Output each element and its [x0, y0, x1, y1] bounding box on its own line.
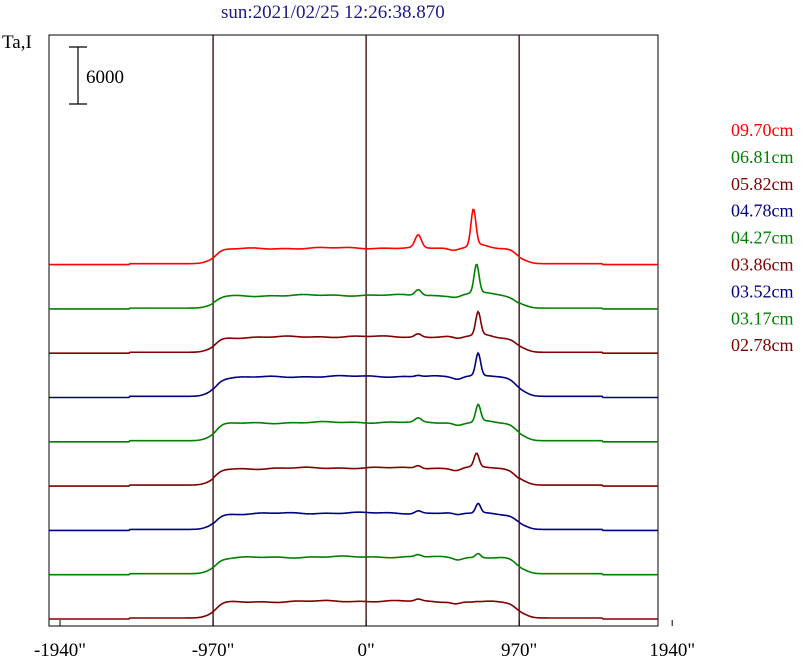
series-line-03.52cm: [49, 502, 658, 532]
limb-lines: [212, 35, 520, 626]
series-line-09.70cm: [49, 208, 658, 266]
scale-bar-label: 6000: [86, 67, 124, 88]
legend-item-03.86cm: 03.86cm: [731, 255, 794, 275]
legend-item-03.17cm: 03.17cm: [731, 308, 794, 328]
legend-item-04.27cm: 04.27cm: [731, 228, 794, 248]
series-line-06.81cm: [49, 263, 658, 310]
x-tick-label: 1940": [649, 640, 695, 661]
plot-frame: [48, 34, 659, 627]
legend: 09.70cm 06.81cm 05.82cm 04.78cm 04.27cm 03.86…: [731, 120, 794, 355]
series-line-05.82cm: [49, 310, 658, 354]
x-tick-label: -970": [192, 640, 235, 661]
legend-item-05.82cm: 05.82cm: [731, 174, 794, 194]
series-line-03.17cm: [49, 552, 658, 576]
x-tick-label: -1940": [34, 640, 86, 661]
chart-title: sun:2021/02/25 12:26:38.870: [221, 2, 445, 23]
series-line-02.78cm: [49, 598, 658, 620]
legend-item-02.78cm: 02.78cm: [731, 335, 794, 355]
legend-item-04.78cm: 04.78cm: [731, 201, 794, 221]
y-axis-label: Ta,I: [2, 32, 32, 53]
x-tick-label: 0": [357, 640, 374, 661]
x-tick-label: 970": [501, 640, 537, 661]
series-curves: [49, 208, 658, 620]
scale-bar: 6000: [69, 46, 124, 105]
series-line-04.78cm: [49, 351, 658, 399]
legend-item-09.70cm: 09.70cm: [731, 120, 794, 140]
series-line-04.27cm: [49, 403, 658, 443]
legend-item-06.81cm: 06.81cm: [731, 147, 794, 167]
x-axis-ticks: -1940" -970" 0" 970" 1940": [34, 620, 695, 661]
series-line-03.86cm: [49, 452, 658, 487]
legend-item-03.52cm: 03.52cm: [731, 281, 794, 301]
